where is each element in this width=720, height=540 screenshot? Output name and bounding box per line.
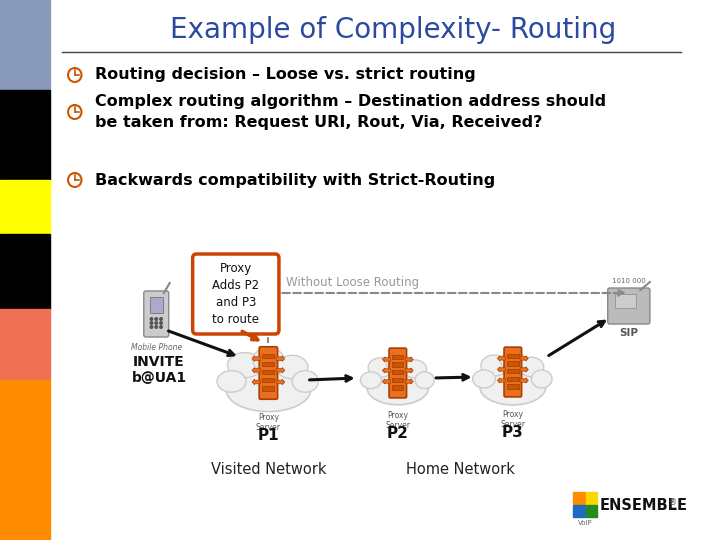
Bar	[0, 234, 50, 309]
Bar	[0, 180, 50, 234]
Ellipse shape	[519, 357, 544, 377]
Bar	[0, 0, 50, 90]
Bar	[392, 362, 403, 367]
FancyArrow shape	[276, 379, 285, 384]
Text: Without Loose Routing: Without Loose Routing	[286, 276, 419, 289]
FancyArrow shape	[520, 378, 528, 383]
Circle shape	[160, 326, 162, 328]
Ellipse shape	[472, 370, 495, 388]
FancyBboxPatch shape	[259, 347, 278, 399]
Bar	[585, 492, 597, 504]
Bar	[262, 362, 274, 366]
Bar	[507, 369, 518, 373]
Text: ENSEMBLE: ENSEMBLE	[600, 497, 688, 512]
FancyArrow shape	[520, 356, 528, 361]
Text: P2: P2	[387, 426, 409, 441]
Bar	[150, 297, 163, 313]
Text: P3: P3	[502, 425, 523, 440]
Bar	[616, 294, 636, 308]
Bar	[0, 90, 50, 180]
FancyBboxPatch shape	[389, 348, 407, 398]
Circle shape	[155, 322, 158, 325]
Text: 1010 000: 1010 000	[612, 278, 646, 284]
FancyArrow shape	[252, 379, 261, 384]
Ellipse shape	[361, 372, 382, 389]
Circle shape	[155, 326, 158, 328]
Bar	[507, 361, 518, 366]
FancyBboxPatch shape	[504, 347, 521, 397]
Text: Complex routing algorithm – Destination address should
be taken from: Request UR: Complex routing algorithm – Destination …	[95, 94, 606, 130]
Bar	[573, 505, 585, 517]
Bar	[0, 380, 50, 540]
Text: P1: P1	[258, 428, 279, 443]
Bar	[262, 386, 274, 390]
FancyArrow shape	[252, 368, 261, 373]
Ellipse shape	[500, 351, 525, 371]
FancyArrow shape	[382, 368, 390, 373]
Text: Proxy
Server: Proxy Server	[385, 411, 410, 430]
Bar	[262, 370, 274, 374]
Text: INVITE
b@UA1: INVITE b@UA1	[132, 355, 187, 385]
Bar	[573, 492, 585, 504]
Bar	[392, 370, 403, 374]
Bar	[262, 354, 274, 358]
FancyBboxPatch shape	[608, 288, 650, 324]
Ellipse shape	[481, 355, 508, 376]
Text: Mobile Phone: Mobile Phone	[130, 343, 182, 352]
Ellipse shape	[480, 369, 546, 405]
Bar	[0, 309, 50, 380]
FancyArrow shape	[498, 367, 505, 372]
Ellipse shape	[292, 370, 318, 392]
Text: Home Network: Home Network	[405, 462, 515, 477]
Ellipse shape	[276, 355, 308, 379]
Ellipse shape	[387, 354, 409, 373]
Ellipse shape	[368, 358, 393, 377]
Bar	[507, 354, 518, 358]
Bar	[392, 355, 403, 359]
FancyArrow shape	[252, 356, 261, 361]
Ellipse shape	[253, 348, 284, 372]
Circle shape	[150, 318, 153, 320]
FancyArrow shape	[276, 368, 285, 373]
FancyArrow shape	[520, 367, 528, 372]
Ellipse shape	[217, 370, 246, 392]
Ellipse shape	[226, 368, 310, 411]
Bar	[507, 384, 518, 389]
Circle shape	[160, 322, 162, 325]
Text: Proxy
Server: Proxy Server	[500, 410, 526, 429]
Ellipse shape	[403, 360, 426, 378]
FancyArrow shape	[276, 356, 285, 361]
Bar	[262, 378, 274, 382]
FancyArrow shape	[498, 378, 505, 383]
Text: Visited Network: Visited Network	[211, 462, 326, 477]
Circle shape	[155, 318, 158, 320]
FancyBboxPatch shape	[193, 254, 279, 334]
Bar	[507, 377, 518, 381]
FancyBboxPatch shape	[144, 291, 168, 337]
Bar	[585, 505, 597, 517]
Text: Backwards compatibility with Strict-Routing: Backwards compatibility with Strict-Rout…	[95, 172, 495, 187]
Text: Routing decision – Loose vs. strict routing: Routing decision – Loose vs. strict rout…	[95, 68, 476, 83]
Ellipse shape	[531, 370, 552, 388]
Bar	[392, 386, 403, 389]
Text: SIP: SIP	[619, 328, 639, 338]
Ellipse shape	[228, 353, 262, 378]
FancyArrow shape	[382, 379, 390, 384]
Text: ®: ®	[669, 498, 678, 508]
Text: Proxy
Server: Proxy Server	[256, 413, 281, 433]
Text: Example of Complexity- Routing: Example of Complexity- Routing	[170, 16, 616, 44]
Circle shape	[160, 318, 162, 320]
Text: VoIP: VoIP	[578, 520, 593, 526]
Bar	[392, 377, 403, 382]
Circle shape	[150, 326, 153, 328]
Circle shape	[150, 322, 153, 325]
Text: Proxy
Adds P2
and P3
to route: Proxy Adds P2 and P3 to route	[212, 262, 259, 326]
FancyArrow shape	[498, 356, 505, 361]
Ellipse shape	[367, 371, 428, 405]
FancyArrow shape	[382, 357, 390, 362]
FancyArrow shape	[405, 357, 413, 362]
Ellipse shape	[415, 372, 434, 389]
FancyArrow shape	[405, 379, 413, 384]
FancyArrow shape	[405, 368, 413, 373]
